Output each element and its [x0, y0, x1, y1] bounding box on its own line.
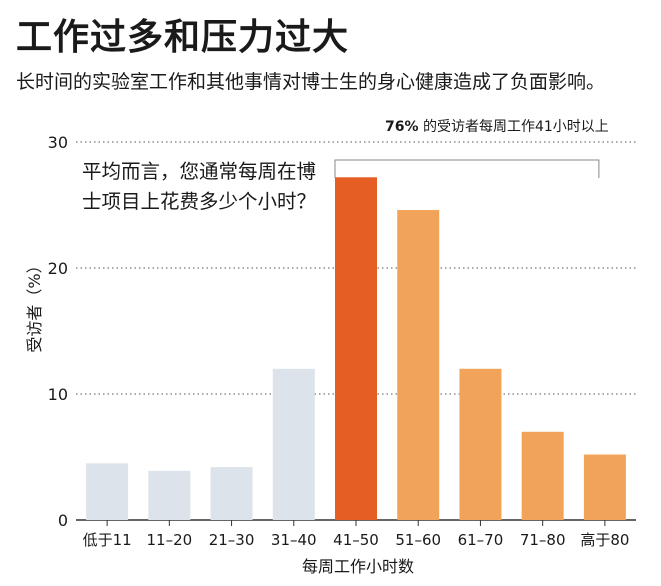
y-axis-label: 受访者（%） — [25, 257, 44, 352]
bar-9 — [583, 454, 626, 520]
bar-3 — [210, 467, 253, 520]
page-subtitle: 长时间的实验室工作和其他事情对博士生的身心健康造成了负面影响。 — [16, 71, 606, 93]
x-tick-label: 21–30 — [209, 531, 255, 549]
x-tick-label: 高于80 — [580, 531, 629, 549]
y-tick-label: 0 — [58, 511, 68, 530]
y-tick-label: 30 — [48, 133, 68, 152]
annotation: 76% 的受访者每周工作41小时以上 — [385, 116, 609, 136]
y-tick-label: 20 — [48, 259, 68, 278]
bracket-line — [334, 159, 600, 178]
x-tick-label: 11–20 — [146, 531, 192, 549]
x-tick-label: 31–40 — [271, 531, 317, 549]
y-tick-label: 10 — [48, 385, 68, 404]
bar-2 — [148, 470, 191, 520]
bar-7 — [459, 368, 502, 520]
y-axis-ticks: 0 10 20 30 — [48, 133, 68, 530]
x-axis-label: 每周工作小时数 — [302, 557, 414, 576]
bars — [86, 177, 626, 521]
bar-1 — [86, 463, 129, 520]
x-tick-label: 低于11 — [83, 531, 132, 549]
x-axis-tick-labels: 低于11 11–20 21–30 31–40 41–50 51–60 61–70 71–80 高… — [83, 520, 629, 549]
bar-4 — [272, 368, 315, 520]
annotation-text: 的受访者每周工作41小时以上 — [422, 119, 609, 135]
bar-8 — [521, 431, 564, 520]
bar-5 — [335, 177, 377, 520]
annotation-percent: 76% — [385, 119, 419, 135]
annotation-bracket — [334, 159, 600, 178]
x-tick-label: 71–80 — [520, 531, 566, 549]
x-tick-label: 51–60 — [395, 531, 441, 549]
x-tick-label: 41–50 — [333, 531, 379, 549]
x-tick-label: 61–70 — [458, 531, 504, 549]
chart-question: 平均而言，您通常每周在博士项目上花费多少个小时？ — [82, 160, 317, 213]
bar-6 — [397, 210, 440, 521]
page-title: 工作过多和压力过大 — [16, 17, 350, 58]
